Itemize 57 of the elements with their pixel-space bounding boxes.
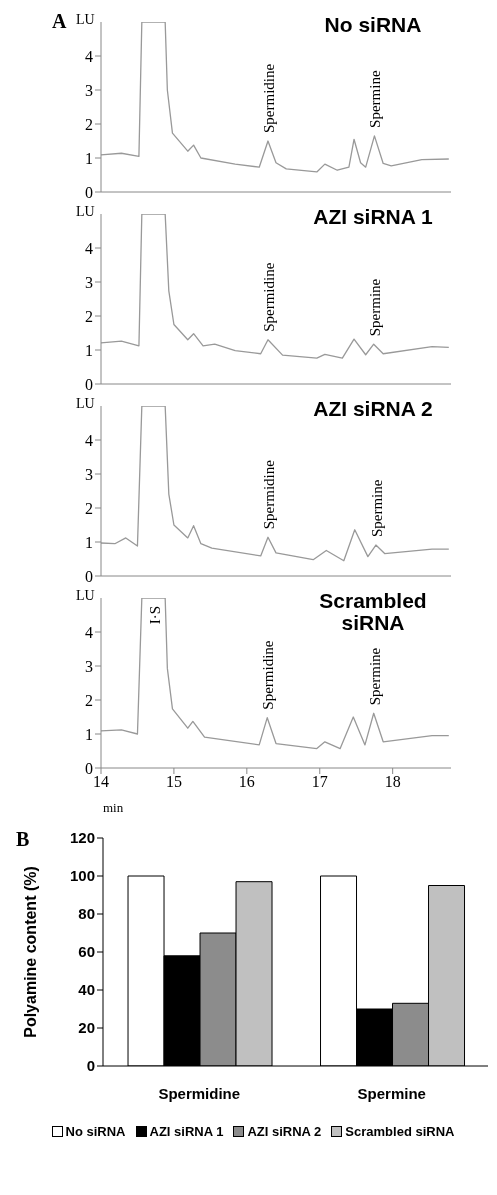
y-tick-label: 1	[85, 341, 93, 359]
y-tick-label: 80	[78, 905, 95, 923]
y-tick-label: 100	[69, 867, 95, 885]
y-tick-label: 4	[85, 623, 93, 641]
y-tick-label: 4	[85, 47, 93, 65]
y-tick-label: 1	[85, 725, 93, 743]
y-axis-title: LU	[76, 588, 95, 604]
chart-title: No siRNA	[323, 13, 423, 36]
x-tick-label: 15	[165, 773, 182, 791]
chart-title: Scrambled siRNA	[318, 589, 428, 634]
annotation: Spermine	[367, 70, 384, 128]
x-tick-label: 17	[311, 773, 328, 791]
text: A	[52, 10, 67, 33]
legend-label: AZI siRNA 2	[247, 1124, 322, 1139]
y-tick-label: 1	[85, 149, 93, 167]
annotation: Spermidine	[260, 459, 277, 530]
x-tick-label: 18	[384, 773, 401, 791]
y-tick-label: 2	[85, 115, 93, 133]
y-tick-label: 0	[85, 183, 93, 201]
annotation: Spermine	[366, 278, 383, 337]
legend-label: AZI siRNA 1	[149, 1124, 224, 1139]
y-tick-label: 120	[69, 829, 95, 847]
y-tick-label: 0	[85, 567, 93, 585]
y-axis-title: LU	[76, 204, 95, 220]
chart-title: AZI siRNA 2	[312, 397, 434, 420]
y-tick-label: 0	[86, 1057, 95, 1075]
y-tick-label: 4	[85, 431, 93, 449]
annotation: Spermine	[366, 647, 383, 706]
y-axis-title: LU	[76, 12, 95, 28]
y-tick-label: 3	[85, 657, 93, 675]
y-tick-label: 2	[85, 307, 93, 325]
y-tick-label: 0	[85, 375, 93, 393]
annotation: Spermidine	[260, 262, 277, 332]
y-tick-label: 0	[85, 759, 93, 777]
legend-label: Scrambled siRNA	[345, 1124, 455, 1139]
y-tick-label: 3	[85, 465, 93, 483]
y-tick-label: 2	[85, 691, 93, 709]
legend-label: No siRNA	[65, 1124, 126, 1139]
annotation: Spermidine	[260, 63, 277, 133]
y-tick-label: 3	[85, 81, 93, 99]
y-axis-title: Polyamine content (%)	[21, 866, 39, 1038]
annotation: Spermidine	[260, 640, 277, 710]
y-tick-label: 4	[85, 239, 93, 257]
text: B	[16, 828, 30, 851]
y-tick-label: 40	[78, 981, 95, 999]
annotation: Spermine	[368, 479, 385, 538]
y-axis-title: LU	[76, 396, 95, 412]
y-tick-label: 60	[78, 943, 95, 961]
chart-title: AZI siRNA 1	[312, 205, 434, 228]
y-tick-label: 20	[78, 1019, 95, 1037]
y-tick-label: 3	[85, 273, 93, 291]
annotation: I·S	[147, 606, 164, 625]
x-tick-label: 16	[238, 773, 255, 791]
x-tick-label: 14	[93, 773, 109, 791]
y-tick-label: 1	[85, 533, 93, 551]
x-axis-title: min	[103, 800, 124, 815]
y-tick-label: 2	[85, 499, 93, 517]
